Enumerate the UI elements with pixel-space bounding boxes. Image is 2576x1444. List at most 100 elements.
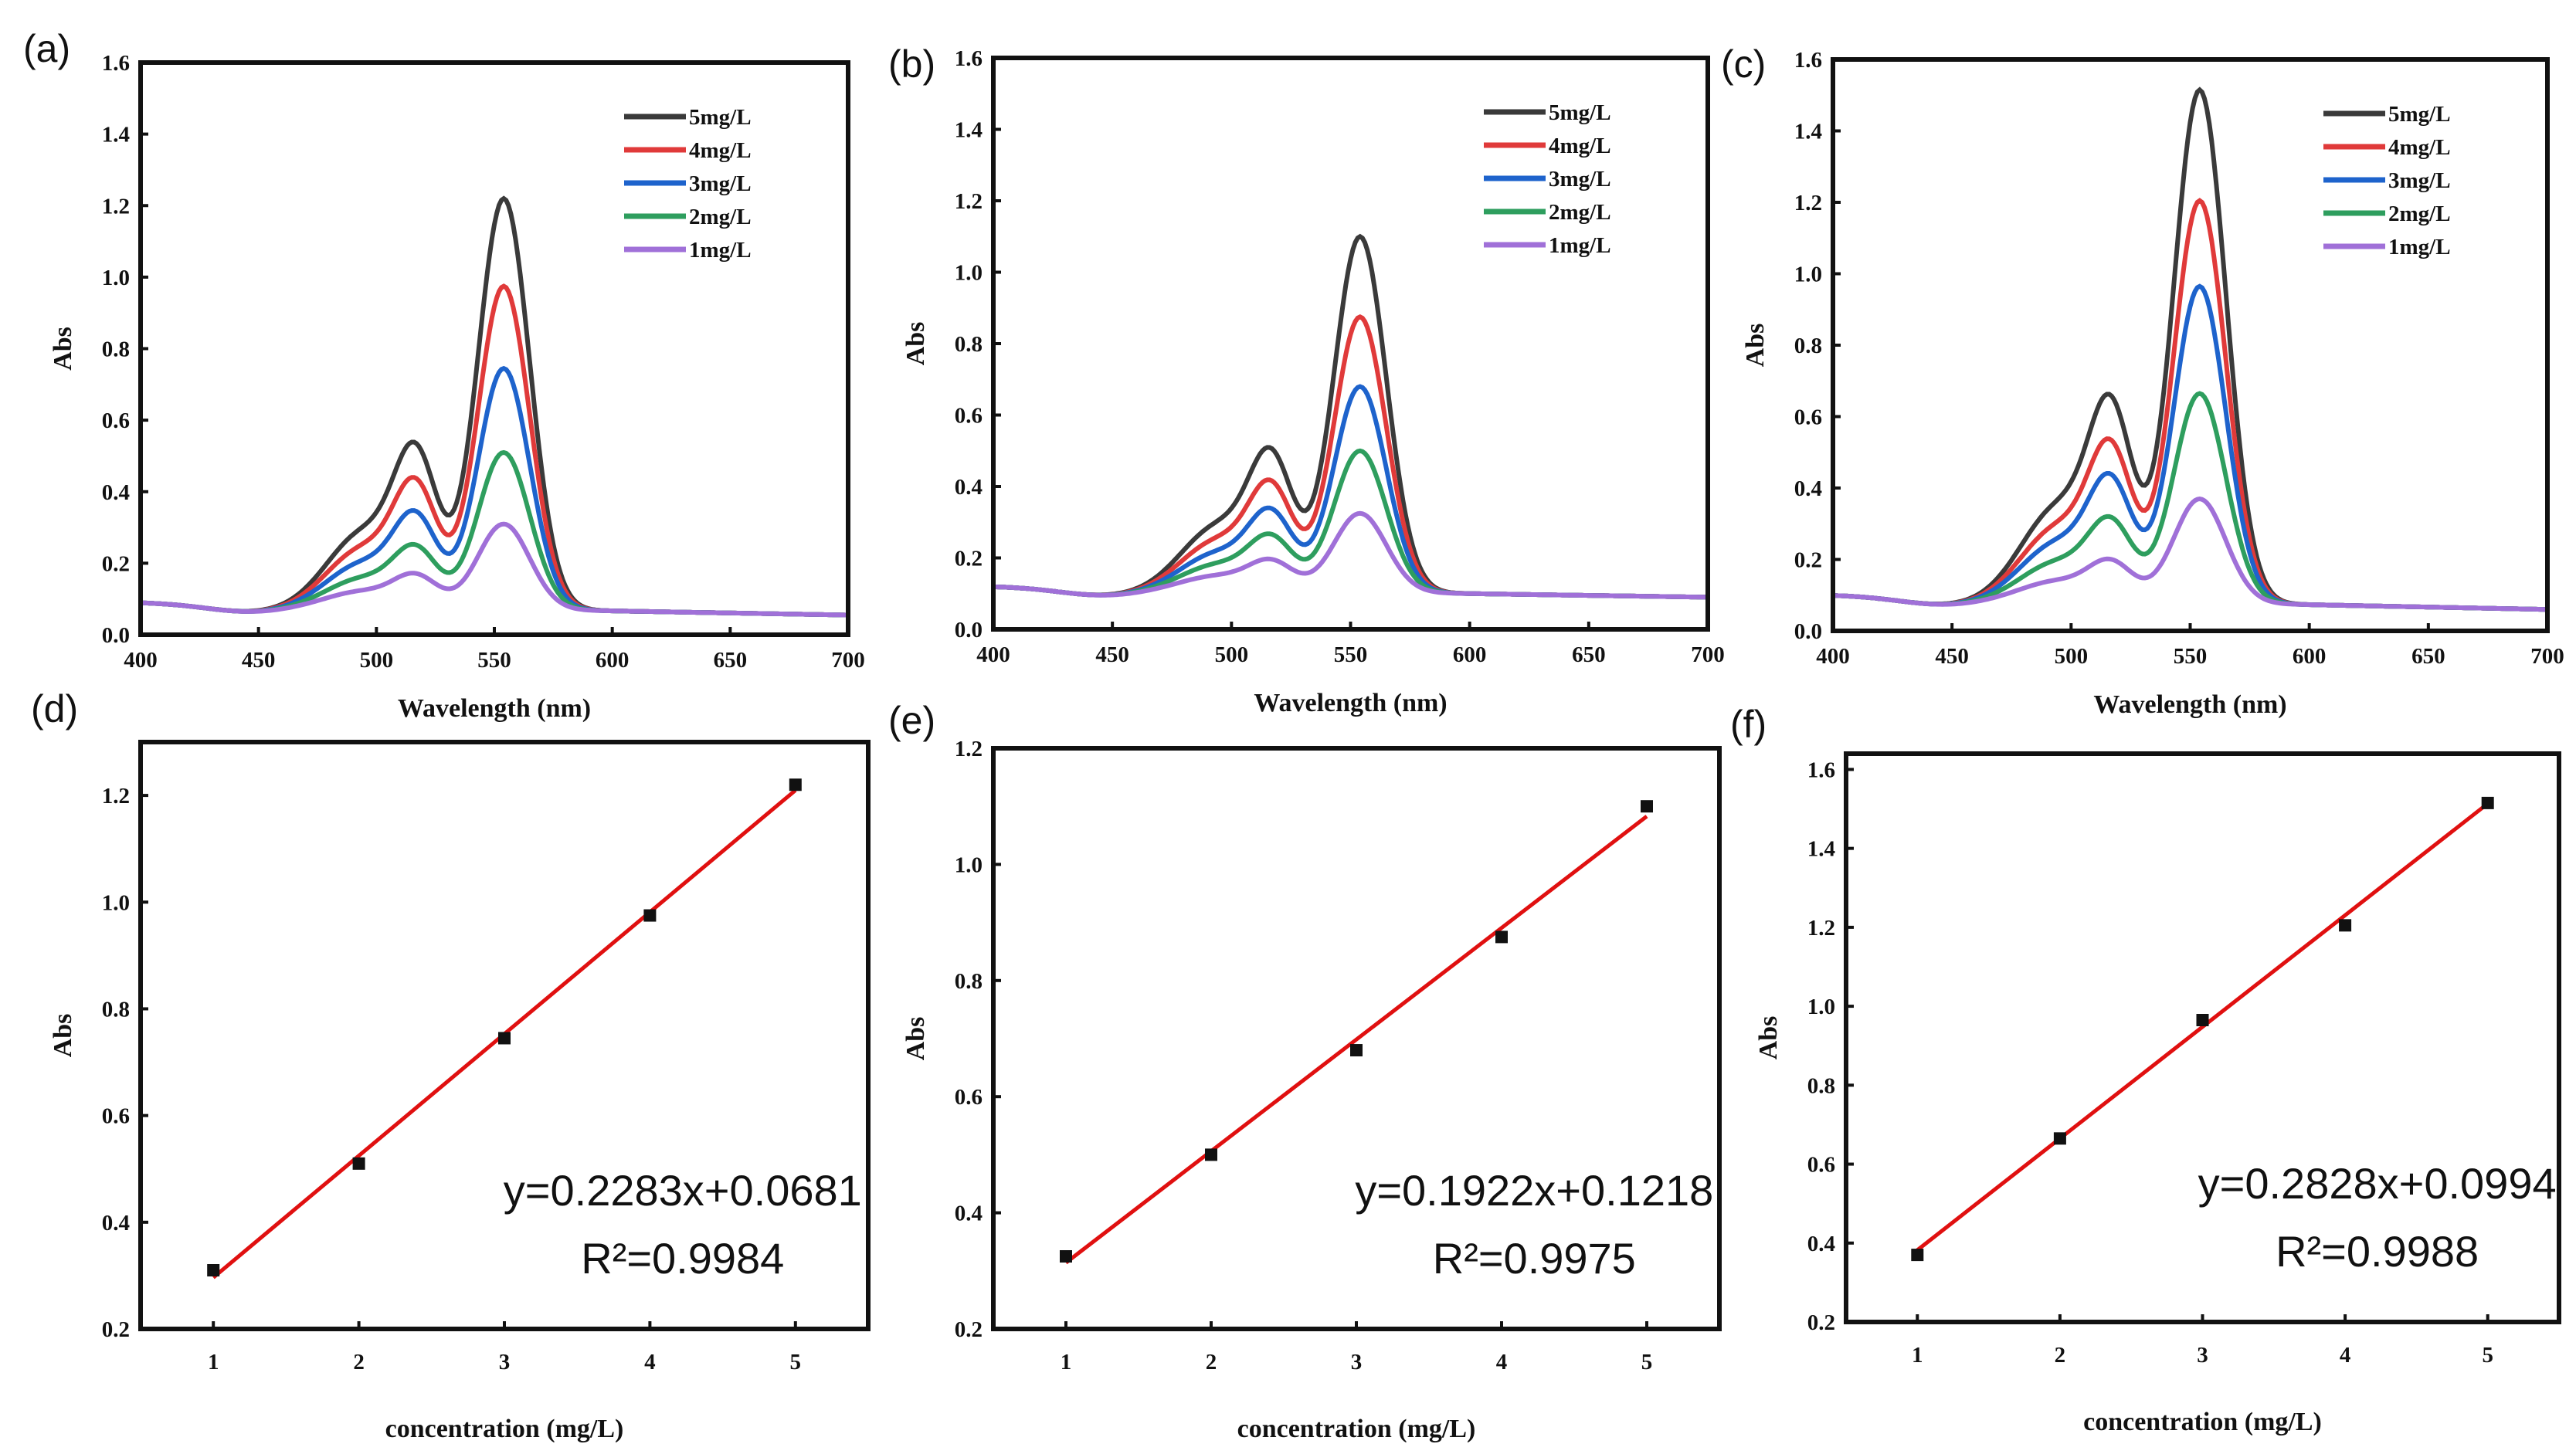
x-tick-label: 600 — [596, 648, 630, 673]
x-tick-label: 1 — [1061, 1350, 1072, 1375]
legend-label: 1mg/L — [2388, 235, 2451, 259]
y-tick-label: 0.2 — [1807, 1310, 1835, 1335]
series-line-2mg/L — [993, 448, 1709, 600]
panel-label: (b) — [888, 42, 935, 86]
x-tick-label: 1 — [1912, 1343, 1923, 1368]
y-axis-label: Abs — [901, 1017, 930, 1061]
data-point — [643, 909, 657, 922]
data-point — [1495, 930, 1508, 944]
y-tick-label: 1.6 — [955, 46, 983, 71]
r-squared: R²=0.9988 — [2276, 1227, 2479, 1276]
x-tick-label: 2 — [2055, 1343, 2066, 1368]
data-point — [1060, 1250, 1072, 1263]
y-tick-label: 1.4 — [955, 118, 983, 143]
y-tick-label: 0.4 — [102, 1211, 130, 1236]
y-tick-label: 1.2 — [955, 189, 983, 214]
y-axis-label: Abs — [901, 322, 930, 366]
series-line-2mg/L — [1832, 391, 2548, 612]
x-tick-label: 500 — [360, 648, 394, 673]
x-tick-label: 450 — [1935, 644, 1969, 669]
panel-label: (a) — [23, 27, 70, 70]
plot-frame — [138, 60, 850, 637]
y-tick-label: 0.4 — [1807, 1232, 1835, 1256]
x-axis-label: Wavelength (nm) — [398, 694, 591, 723]
plot-frame — [1844, 751, 2561, 1324]
y-tick-label: 1.2 — [102, 784, 130, 808]
y-tick-label: 0.0 — [955, 618, 983, 642]
y-tick-label: 0.0 — [102, 623, 130, 648]
fit-line — [1916, 802, 2489, 1252]
legend-label: 1mg/L — [689, 238, 752, 263]
data-point — [2053, 1132, 2066, 1145]
y-tick-label: 0.4 — [1794, 476, 1822, 501]
x-tick-label: 3 — [2197, 1343, 2208, 1368]
x-tick-label: 700 — [831, 648, 865, 673]
x-tick-label: 400 — [1816, 644, 1850, 669]
panel-f: (f) 1 2 3 4 5 0.2 0.4 0.6 0.8 1.0 1.2 1.4 1.6 concentr… — [1730, 703, 2561, 1436]
y-tick-label: 0.8 — [955, 332, 983, 357]
y-tick-label: 0.8 — [102, 337, 130, 362]
x-tick-label: 5 — [790, 1350, 802, 1375]
series-line-5mg/L — [993, 233, 1709, 600]
legend-label: 3mg/L — [689, 171, 752, 196]
y-tick-label: 1.6 — [1794, 48, 1822, 73]
data-point — [1350, 1044, 1363, 1057]
x-tick-label: 2 — [353, 1350, 365, 1375]
data-point — [207, 1264, 220, 1276]
plot-frame — [991, 56, 1710, 632]
series-line-2mg/L — [140, 449, 848, 618]
legend-label: 4mg/L — [2388, 135, 2451, 160]
data-point — [2481, 796, 2494, 809]
plot-frame — [991, 746, 1722, 1331]
legend-label: 5mg/L — [2388, 102, 2451, 127]
y-tick-label: 1.6 — [102, 51, 130, 76]
y-tick-label: 0.6 — [1794, 405, 1822, 430]
x-axis-label: concentration (mg/L) — [2083, 1408, 2322, 1436]
panel-c: (c) 400 450 500 550 600 650 700 0.0 0.2 0.4 0.6 0.8 1… — [1721, 42, 2564, 719]
y-tick-label: 1.0 — [102, 890, 130, 915]
y-tick-label: 0.0 — [1794, 619, 1822, 644]
x-tick-label: 450 — [1095, 642, 1129, 667]
fit-equation: y=0.2828x+0.0994 — [2198, 1159, 2557, 1208]
y-tick-label: 1.2 — [955, 737, 983, 761]
data-point — [1641, 800, 1653, 813]
x-tick-label: 500 — [1215, 642, 1249, 667]
fit-equation: y=0.2283x+0.0681 — [504, 1166, 862, 1215]
y-tick-label: 0.2 — [1794, 548, 1822, 573]
y-tick-label: 1.2 — [1794, 191, 1822, 215]
x-tick-label: 650 — [714, 648, 748, 673]
y-tick-label: 1.2 — [1807, 916, 1835, 941]
x-axis-label: Wavelength (nm) — [1254, 689, 1447, 717]
panel-label: (e) — [888, 699, 935, 742]
y-tick-label: 1.0 — [1807, 995, 1835, 1019]
y-tick-label: 1.0 — [102, 266, 130, 290]
panel-b: (b) 400 450 500 550 600 650 700 0.0 0.2 0.4 0.6 0.8 1… — [888, 42, 1725, 717]
x-tick-label: 650 — [2411, 644, 2445, 669]
x-tick-label: 650 — [1572, 642, 1606, 667]
r-squared: R²=0.9984 — [581, 1234, 784, 1283]
panel-label: (d) — [31, 687, 78, 730]
x-axis-label: Wavelength (nm) — [2093, 690, 2286, 719]
data-point — [2339, 919, 2352, 932]
y-axis-label: Abs — [49, 327, 77, 371]
y-tick-label: 1.4 — [1807, 837, 1835, 862]
series-line-3mg/L — [1832, 283, 2548, 612]
x-tick-label: 550 — [1334, 642, 1368, 667]
x-tick-label: 4 — [2340, 1343, 2351, 1368]
y-tick-label: 0.2 — [955, 1317, 983, 1342]
legend-label: 2mg/L — [2388, 202, 2451, 226]
r-squared: R²=0.9975 — [1433, 1234, 1636, 1283]
plot-frame — [138, 740, 871, 1331]
y-tick-label: 1.0 — [955, 853, 983, 877]
y-tick-label: 1.4 — [102, 123, 130, 147]
legend-label: 4mg/L — [1549, 134, 1611, 158]
y-tick-label: 0.2 — [102, 551, 130, 576]
x-tick-label: 550 — [2174, 644, 2208, 669]
y-tick-label: 0.6 — [955, 1085, 983, 1110]
legend-label: 2mg/L — [689, 205, 752, 229]
y-tick-label: 0.4 — [955, 475, 983, 500]
y-tick-label: 1.4 — [1794, 120, 1822, 144]
legend-label: 5mg/L — [1549, 100, 1611, 125]
